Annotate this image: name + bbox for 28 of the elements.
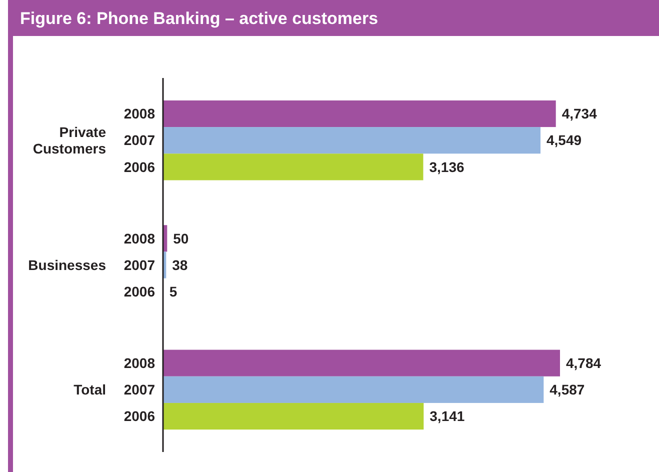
text: 2006 [124, 283, 155, 300]
data-label: 3,136 [429, 158, 464, 175]
bar [163, 402, 424, 430]
series-label: 2008 [124, 106, 156, 122]
y-tick-label: Businesses [28, 256, 106, 273]
y-tick-label: Total [74, 382, 106, 398]
data-label: 4,587 [550, 382, 585, 398]
data-label: 5 [169, 283, 178, 300]
data-label: 4,784 [566, 354, 602, 371]
bar [163, 127, 540, 154]
text: 2007 [124, 382, 155, 398]
text: 2008 [124, 354, 155, 371]
data-label: 38 [172, 256, 188, 273]
bar [163, 100, 556, 128]
data-label: 4,549 [546, 132, 582, 148]
y-tick-label: Private Customers [32, 124, 106, 157]
data-label: 4,734 [562, 106, 598, 122]
text: 2007 [124, 256, 155, 273]
text: 2008 [124, 230, 155, 246]
series-label: 2007 [124, 132, 156, 148]
bar [163, 154, 424, 180]
text: 2006 [124, 408, 155, 424]
chart-title: Figure 6: Phone Banking – active customers [20, 9, 378, 28]
series-label: 2006 [124, 158, 156, 175]
bar [163, 376, 544, 403]
data-label: 3,141 [430, 408, 465, 424]
bar [163, 350, 560, 376]
data-label: 50 [173, 230, 189, 246]
